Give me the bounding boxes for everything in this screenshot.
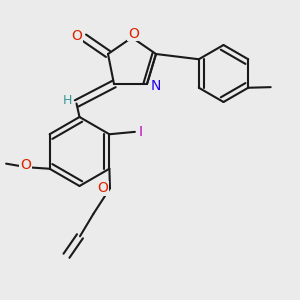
Text: H: H: [63, 94, 72, 107]
Text: O: O: [71, 29, 82, 43]
Text: O: O: [97, 181, 108, 195]
Text: O: O: [128, 27, 139, 40]
Text: O: O: [20, 158, 31, 172]
Text: N: N: [151, 79, 161, 92]
Text: I: I: [138, 125, 142, 139]
